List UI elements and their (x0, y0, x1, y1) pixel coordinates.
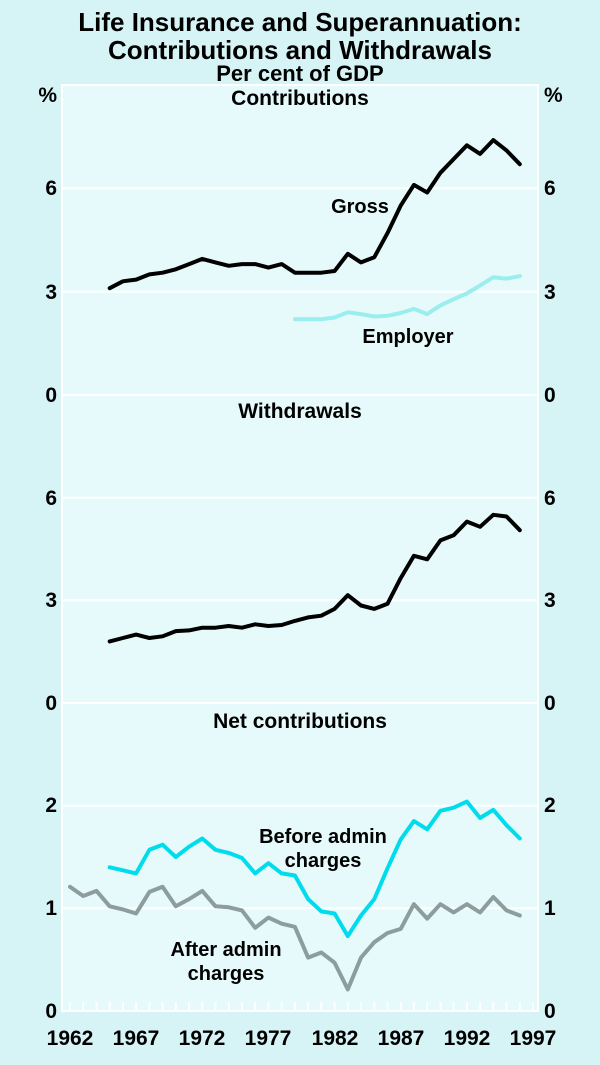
panel-title-withdrawals: Withdrawals (238, 400, 362, 423)
xtick-label: 1977 (245, 1027, 292, 1050)
gross-line (107, 138, 522, 291)
series-line-layer (68, 138, 522, 992)
ytick-label: 1 (45, 897, 57, 920)
ytick-label: 2 (45, 794, 57, 817)
chart-title-line1: Life Insurance and Superannuation: (78, 7, 522, 37)
panel-titles: Contributions Withdrawals Net contributi… (213, 87, 387, 733)
ytick-label: 0 (544, 1000, 556, 1023)
xtick-label: 1997 (510, 1027, 557, 1050)
ytick-label: 3 (544, 281, 556, 304)
xtick-label: 1992 (444, 1027, 491, 1050)
panel-title-net-contributions: Net contributions (213, 710, 387, 733)
plot-background-layer (62, 85, 538, 1011)
xtick-label: 1967 (113, 1027, 160, 1050)
chart-title-line2: Contributions and Withdrawals (108, 35, 492, 65)
label-gross: Gross (331, 196, 389, 218)
ytick-label: 3 (544, 589, 556, 612)
label-before-admin-line1: Before admin (259, 826, 387, 848)
series-annotations: Gross Employer Before admin charges Afte… (170, 196, 453, 985)
ytick-label: 6 (544, 177, 556, 200)
y-unit-right: % (544, 84, 563, 107)
xtick-label: 1962 (47, 1027, 94, 1050)
ytick-label: 6 (544, 487, 556, 510)
ytick-label: 0 (45, 384, 57, 407)
ytick-label: 6 (45, 177, 57, 200)
ytick-label: 3 (45, 281, 57, 304)
chart-header: Life Insurance and Superannuation: Contr… (78, 7, 522, 86)
ytick-label: 1 (544, 897, 556, 920)
ytick-label: 6 (45, 487, 57, 510)
y-axis-right: % 6 3 0 6 3 0 2 1 0 (544, 84, 563, 1023)
y-unit-left: % (38, 84, 57, 107)
chart-subtitle: Per cent of GDP (216, 61, 383, 86)
label-after-admin-line1: After admin (170, 939, 281, 961)
ytick-label: 0 (544, 692, 556, 715)
xtick-label: 1972 (179, 1027, 226, 1050)
plot-area (62, 85, 538, 1011)
ytick-label: 0 (45, 1000, 57, 1023)
xtick-label: 1982 (312, 1027, 359, 1050)
ytick-label: 2 (544, 794, 556, 817)
withdrawals-line (107, 512, 522, 644)
employer-line (292, 274, 522, 322)
ytick-label: 0 (544, 384, 556, 407)
x-axis: 1962 1967 1972 1977 1982 1987 1992 1997 (47, 1027, 557, 1050)
xtick-label: 1987 (378, 1027, 425, 1050)
label-before-admin-line2: charges (285, 850, 362, 872)
y-axis-left: % 6 3 0 6 3 0 2 1 0 (38, 84, 57, 1023)
panel-title-contributions: Contributions (231, 87, 369, 110)
plot-frame (61, 84, 539, 1012)
label-employer: Employer (362, 326, 453, 348)
after-admin-charges-line (68, 884, 522, 992)
label-after-admin-line2: charges (188, 963, 265, 985)
ytick-label: 3 (45, 589, 57, 612)
before-admin-charges-line (107, 799, 522, 939)
ytick-label: 0 (45, 692, 57, 715)
